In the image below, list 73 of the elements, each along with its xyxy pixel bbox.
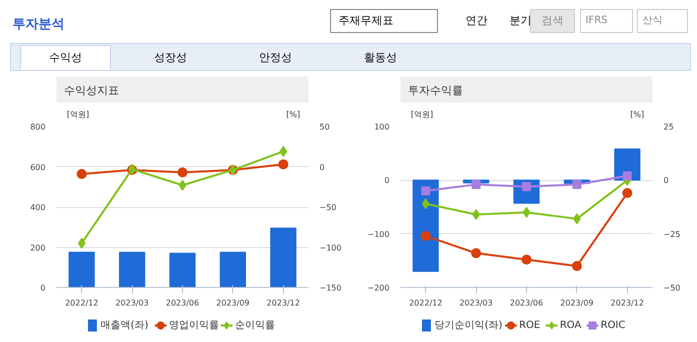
text: 활동성 (364, 51, 397, 64)
y2-tick-label: −100 (320, 243, 342, 252)
legend-label: ROIC (600, 320, 626, 331)
y-tick-label: −100 (368, 230, 390, 239)
point (522, 182, 531, 192)
y-axis-title: [억원] (410, 110, 434, 119)
legend-label: ROE (519, 320, 540, 331)
point (572, 180, 582, 189)
point (622, 188, 632, 198)
y2-tick-label: −50 (664, 284, 680, 292)
chart-title: 수익성지표 (64, 84, 119, 97)
point (76, 169, 87, 179)
text: 안정성 (259, 51, 292, 64)
legend-label: ROA (560, 320, 582, 331)
bar (68, 252, 95, 288)
text: 성장성 (154, 51, 187, 64)
text: 산식 (642, 15, 662, 26)
bar (119, 252, 146, 288)
point (522, 254, 532, 265)
y2-tick-label: −25 (664, 230, 680, 239)
x-tick-label: 2023/03 (459, 298, 493, 308)
point (278, 159, 288, 170)
y2-axis-title: [%] (286, 110, 300, 119)
y2-tick-label: −50 (320, 203, 336, 212)
legend-label: 순이익률 (234, 320, 275, 331)
y2-axis-title: [%] (630, 110, 644, 119)
y-tick-label: 400 (30, 203, 46, 212)
x-tick-label: 2022/12 (65, 298, 98, 308)
point (422, 198, 430, 210)
x-tick-label: 2023/09 (216, 298, 250, 308)
bar (220, 252, 246, 288)
y-tick-label: 0 (384, 176, 390, 186)
bar (169, 252, 196, 288)
legend-label: 매출액(좌) (100, 320, 148, 331)
point (472, 180, 481, 189)
y-tick-label: 200 (30, 243, 46, 252)
y2-tick-label: −150 (320, 284, 342, 292)
y2-tick-label: 0 (320, 162, 325, 172)
y-tick-label: 100 (374, 122, 390, 132)
text: 연간 (466, 14, 488, 27)
point (420, 230, 431, 241)
x-tick-label: 2023/12 (266, 298, 300, 308)
y-tick-label: −200 (368, 284, 390, 292)
chart-title: 투자수익률 (408, 84, 463, 97)
y-tick-label: 0 (40, 284, 46, 292)
bar (270, 228, 296, 288)
point (471, 248, 482, 258)
y-axis-title: [억원] (66, 110, 90, 119)
text: 투자분석 (12, 17, 64, 32)
text: 수익성 (49, 51, 82, 64)
point (178, 167, 188, 178)
point (572, 261, 582, 272)
y2-tick-label: 50 (320, 122, 330, 132)
text: 분기 (510, 14, 532, 27)
x-tick-label: 2022/12 (409, 298, 442, 308)
y2-tick-label: 25 (664, 122, 674, 132)
x-tick-label: 2023/03 (115, 298, 149, 308)
point (622, 171, 632, 180)
text: 검색 (542, 14, 564, 27)
x-tick-label: 2023/06 (510, 298, 544, 308)
point (421, 186, 430, 196)
x-tick-label: 2023/09 (560, 298, 594, 308)
legend-label: 당기순이익(좌) (434, 320, 502, 331)
x-tick-label: 2023/06 (166, 298, 200, 308)
text: IFRS (586, 15, 608, 26)
y2-tick-label: 0 (664, 176, 669, 186)
point (279, 146, 288, 157)
x-tick-label: 2023/12 (610, 298, 644, 308)
point (78, 238, 86, 249)
text: 주재무제표 (338, 14, 394, 27)
y-tick-label: 600 (30, 162, 46, 172)
legend-label: 영업이익률 (168, 320, 219, 331)
y-tick-label: 800 (30, 122, 46, 132)
